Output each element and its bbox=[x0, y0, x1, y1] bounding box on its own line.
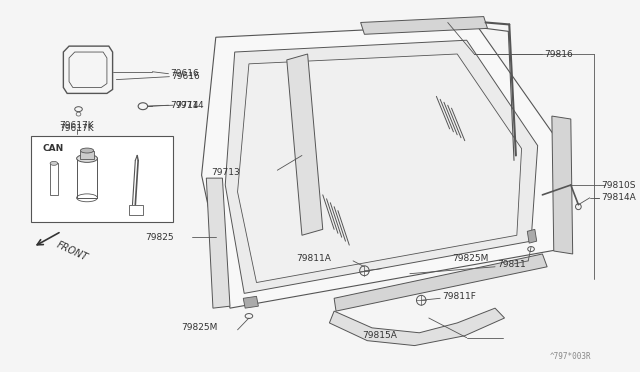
Text: 79617K: 79617K bbox=[60, 121, 94, 131]
Polygon shape bbox=[330, 308, 504, 346]
Text: 79617K: 79617K bbox=[60, 124, 94, 134]
Text: 79825M: 79825M bbox=[180, 323, 217, 332]
Text: ^797*003R: ^797*003R bbox=[550, 352, 591, 361]
Polygon shape bbox=[206, 178, 230, 308]
Ellipse shape bbox=[50, 161, 58, 165]
Text: 79714: 79714 bbox=[175, 101, 204, 110]
Text: 79810S: 79810S bbox=[601, 180, 636, 189]
Text: 79616: 79616 bbox=[172, 72, 200, 81]
Polygon shape bbox=[360, 17, 488, 34]
FancyBboxPatch shape bbox=[31, 136, 173, 222]
Text: 79811: 79811 bbox=[497, 260, 525, 269]
Ellipse shape bbox=[81, 148, 93, 153]
Text: 79714: 79714 bbox=[170, 101, 199, 110]
Polygon shape bbox=[527, 230, 537, 243]
Text: 79713: 79713 bbox=[211, 168, 240, 177]
Polygon shape bbox=[81, 151, 93, 160]
Text: 79825M: 79825M bbox=[452, 254, 489, 263]
Polygon shape bbox=[552, 116, 573, 254]
Text: 79811A: 79811A bbox=[296, 254, 331, 263]
Text: 79816: 79816 bbox=[544, 49, 573, 58]
Ellipse shape bbox=[77, 154, 97, 162]
Text: 79815A: 79815A bbox=[362, 331, 397, 340]
Polygon shape bbox=[129, 205, 143, 215]
Polygon shape bbox=[77, 158, 97, 198]
Polygon shape bbox=[225, 40, 538, 294]
Polygon shape bbox=[202, 25, 561, 308]
Polygon shape bbox=[237, 54, 522, 283]
Polygon shape bbox=[287, 54, 323, 235]
Text: 79814A: 79814A bbox=[601, 193, 636, 202]
Text: 79825: 79825 bbox=[145, 233, 173, 242]
Text: 79811F: 79811F bbox=[442, 292, 476, 301]
Text: CAN: CAN bbox=[42, 144, 64, 153]
Text: 79616: 79616 bbox=[170, 69, 199, 78]
Polygon shape bbox=[334, 254, 547, 311]
Polygon shape bbox=[243, 296, 259, 308]
Text: FRONT: FRONT bbox=[55, 240, 89, 263]
Polygon shape bbox=[50, 163, 58, 195]
